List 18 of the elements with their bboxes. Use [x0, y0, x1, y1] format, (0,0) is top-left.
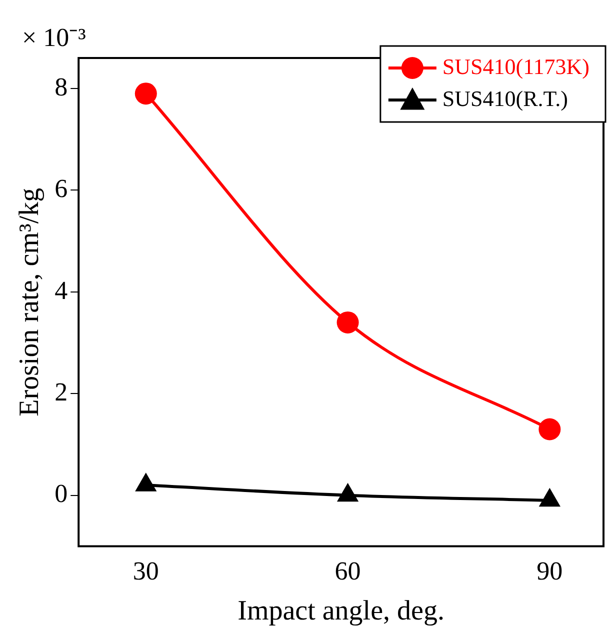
- x-tick-label: 30: [132, 556, 159, 586]
- point: [136, 473, 156, 492]
- x-tick-label: 60: [334, 556, 361, 586]
- y-axis-title: Erosion rate, cm³/kg: [14, 188, 46, 416]
- point: [539, 488, 560, 507]
- legend-label: SUS410(R.T.): [442, 86, 568, 111]
- y-tick-label: 2: [54, 377, 68, 406]
- y-tick-label: 4: [54, 276, 68, 305]
- point: [336, 311, 359, 334]
- y-tick-label: 0: [54, 479, 68, 508]
- x-tick-label: 90: [536, 556, 563, 586]
- legend-label: SUS410(1173K): [442, 54, 590, 79]
- text: × 10⁻³: [22, 22, 86, 52]
- point: [338, 484, 358, 502]
- y-tick-label: 6: [54, 174, 68, 204]
- x-axis-title: Impact angle, deg.: [238, 596, 444, 627]
- point: [134, 82, 157, 105]
- y-tick-label: 8: [54, 72, 68, 102]
